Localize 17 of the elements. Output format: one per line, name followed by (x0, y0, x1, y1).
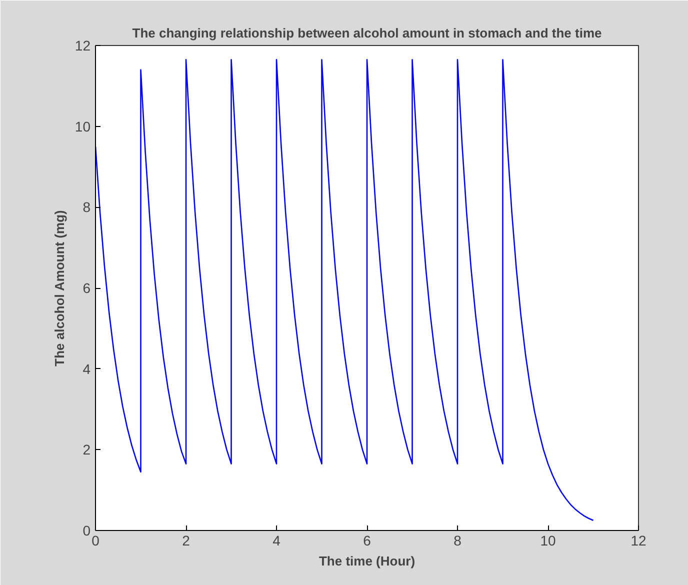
x-axis-title: The time (Hour) (318, 554, 416, 568)
chart-title: The changing relationship between alcohol amount in stomach and the time (132, 26, 602, 40)
y-tick-label: 4 (82, 360, 91, 377)
y-tick-label: 2 (82, 442, 91, 458)
y-tick-label: 0 (82, 522, 91, 538)
y-axis-title: The alcohol Amount (mg) (52, 210, 67, 366)
x-tick-label: 12 (630, 532, 646, 548)
x-tick-label: 8 (454, 532, 462, 548)
y-tick-label: 8 (82, 199, 91, 216)
x-tick-label: 4 (272, 532, 281, 548)
x-tick-label: 10 (540, 532, 556, 548)
x-tick-label: 6 (363, 532, 372, 548)
y-tick-label: 12 (74, 38, 91, 54)
y-tick-label: 6 (82, 280, 91, 296)
y-tick-label: 10 (74, 118, 91, 134)
x-tick-label: 2 (182, 532, 190, 548)
line-series (96, 58, 594, 522)
